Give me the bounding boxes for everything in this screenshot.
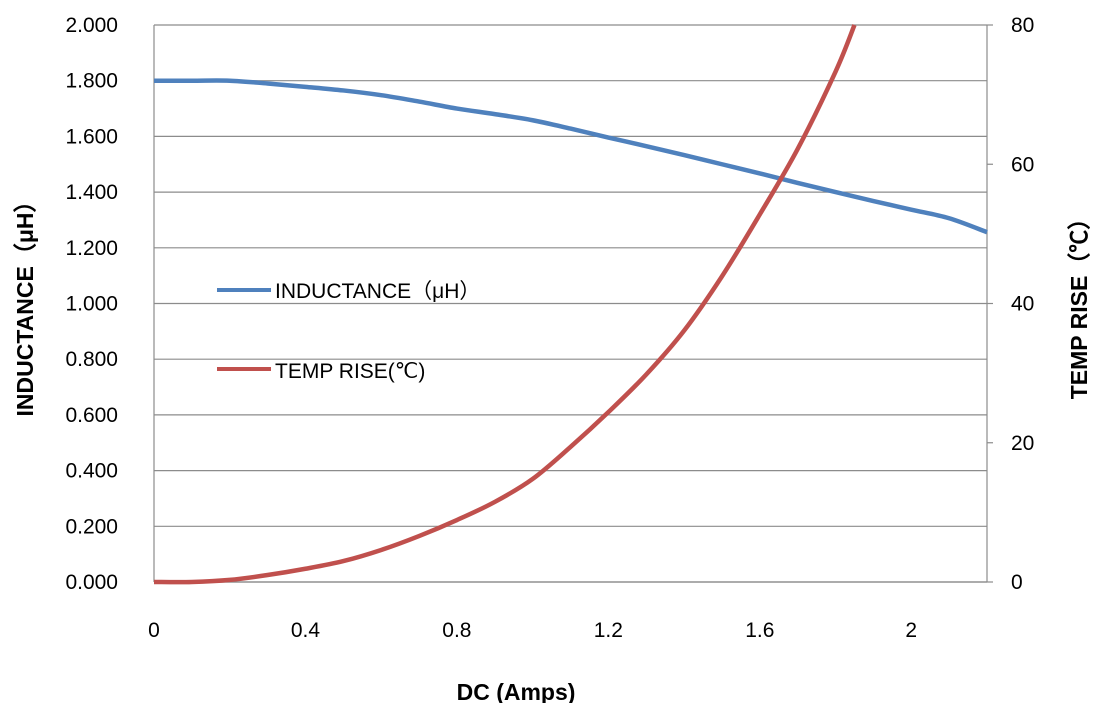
y-right-ticks: 0 20 40 60 80 — [987, 14, 1034, 594]
y-right-tick-label: 0 — [1011, 571, 1023, 594]
y-right-tick-label: 80 — [1011, 14, 1034, 37]
series-layer — [153, 24, 988, 585]
y-left-tick-label: 2.000 — [65, 14, 118, 37]
y-left-ticks: 0.000 0.200 0.400 0.600 0.800 1.000 1.200 1.400… — [65, 14, 118, 594]
y-left-tick-label: 1.000 — [65, 293, 118, 316]
y-right-tick-label: 60 — [1011, 153, 1034, 176]
x-tick-label: 0.8 — [442, 619, 471, 642]
x-ticks: 0 0.4 0.8 1.2 1.6 2 — [148, 619, 917, 642]
legend-label-temp-rise: TEMP RISE(℃) — [275, 360, 425, 383]
series-line-inductance — [154, 78, 988, 235]
y-left-tick-label: 1.200 — [65, 237, 118, 260]
x-tick-label: 0 — [148, 619, 160, 642]
y-left-tick-label: 1.600 — [65, 125, 118, 148]
y-left-tick-label: 1.400 — [65, 181, 118, 204]
y-left-tick-label: 0.200 — [65, 515, 118, 538]
x-tick-label: 1.2 — [594, 619, 623, 642]
x-tick-label: 1.6 — [745, 619, 774, 642]
x-tick-label: 0.4 — [291, 619, 321, 642]
y-left-tick-label: 1.800 — [65, 70, 118, 93]
grid — [153, 24, 988, 583]
legend: INDUCTANCE（μH） TEMP RISE(℃) — [217, 280, 480, 383]
legend-label-inductance: INDUCTANCE（μH） — [275, 280, 480, 303]
y-right-axis-title: TEMP RISE（℃） — [1066, 207, 1092, 400]
y-left-tick-label: 0.800 — [65, 348, 118, 371]
x-tick-label: 2 — [905, 619, 917, 642]
x-axis-title: DC (Amps) — [457, 679, 576, 703]
y-left-axis-title: INDUCTANCE（μH） — [12, 189, 38, 416]
y-left-tick-label: 0.400 — [65, 460, 118, 483]
y-right-tick-label: 20 — [1011, 432, 1034, 455]
y-right-tick-label: 40 — [1011, 293, 1034, 316]
series-line-temp-rise — [153, 24, 857, 585]
y-left-tick-label: 0.600 — [65, 404, 118, 427]
y-left-tick-label: 0.000 — [65, 571, 118, 594]
